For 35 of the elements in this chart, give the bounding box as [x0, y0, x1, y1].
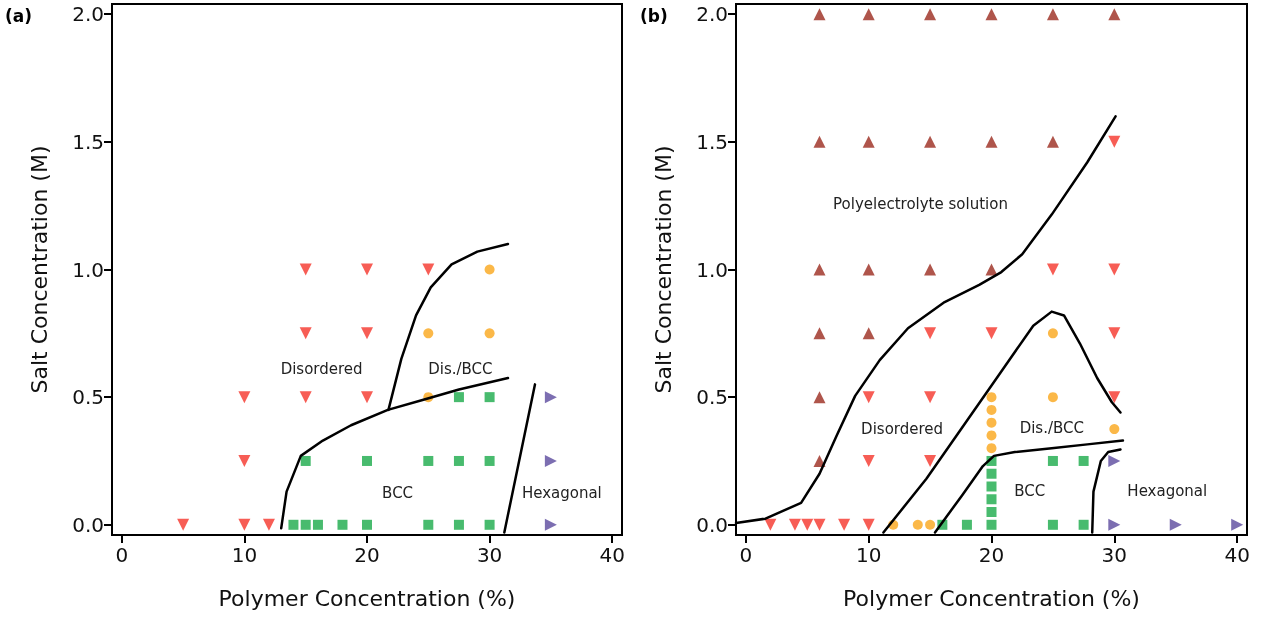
y-tick-label: 1.0	[72, 257, 104, 282]
annotation: BCC	[1014, 482, 1046, 501]
y-axis-title: Salt Concentration (M)	[26, 145, 52, 394]
y-tick-label: 2.0	[696, 2, 728, 27]
y-tick-label: 0.5	[696, 385, 728, 410]
annotation: Disordered	[280, 360, 363, 379]
y-axis-title: Salt Concentration (M)	[650, 145, 676, 394]
y-tick-label: 1.5	[72, 129, 104, 154]
annotation: Hexagonal	[521, 484, 602, 503]
annotation: Polyelectrolyte solution	[833, 195, 1008, 214]
annotation: BCC	[382, 484, 414, 503]
x-tick-label: 20	[978, 543, 1005, 567]
y-tick-label: 1.5	[696, 129, 728, 154]
chart-title: (b)	[640, 5, 668, 26]
y-tick-label: 2.0	[72, 2, 104, 27]
y-tick-label: 0.5	[72, 385, 104, 410]
x-axis-title: Polymer Concentration (%)	[218, 585, 516, 611]
annotation: Hexagonal	[1127, 482, 1208, 501]
y-tick-label: 0.0	[696, 512, 728, 537]
annotation: Disordered	[861, 419, 944, 438]
x-tick-label: 40	[599, 543, 625, 567]
y-tick-label: 0.0	[72, 512, 104, 537]
x-tick-label: 30	[476, 543, 503, 567]
x-tick-label: 30	[1101, 543, 1128, 567]
x-tick-label: 10	[231, 543, 258, 567]
annotation: Dis./BCC	[1019, 418, 1084, 437]
annotation: Dis./BCC	[428, 360, 493, 379]
x-tick-label: 20	[354, 543, 380, 567]
x-tick-label: 0	[739, 543, 753, 567]
x-tick-label: 10	[855, 543, 882, 567]
x-axis-title: Polymer Concentration (%)	[843, 585, 1140, 611]
y-tick-label: 1.0	[696, 257, 728, 282]
chart-title: (a)	[5, 5, 33, 26]
x-tick-label: 40	[1224, 543, 1250, 567]
x-tick-label: 0	[115, 543, 129, 567]
